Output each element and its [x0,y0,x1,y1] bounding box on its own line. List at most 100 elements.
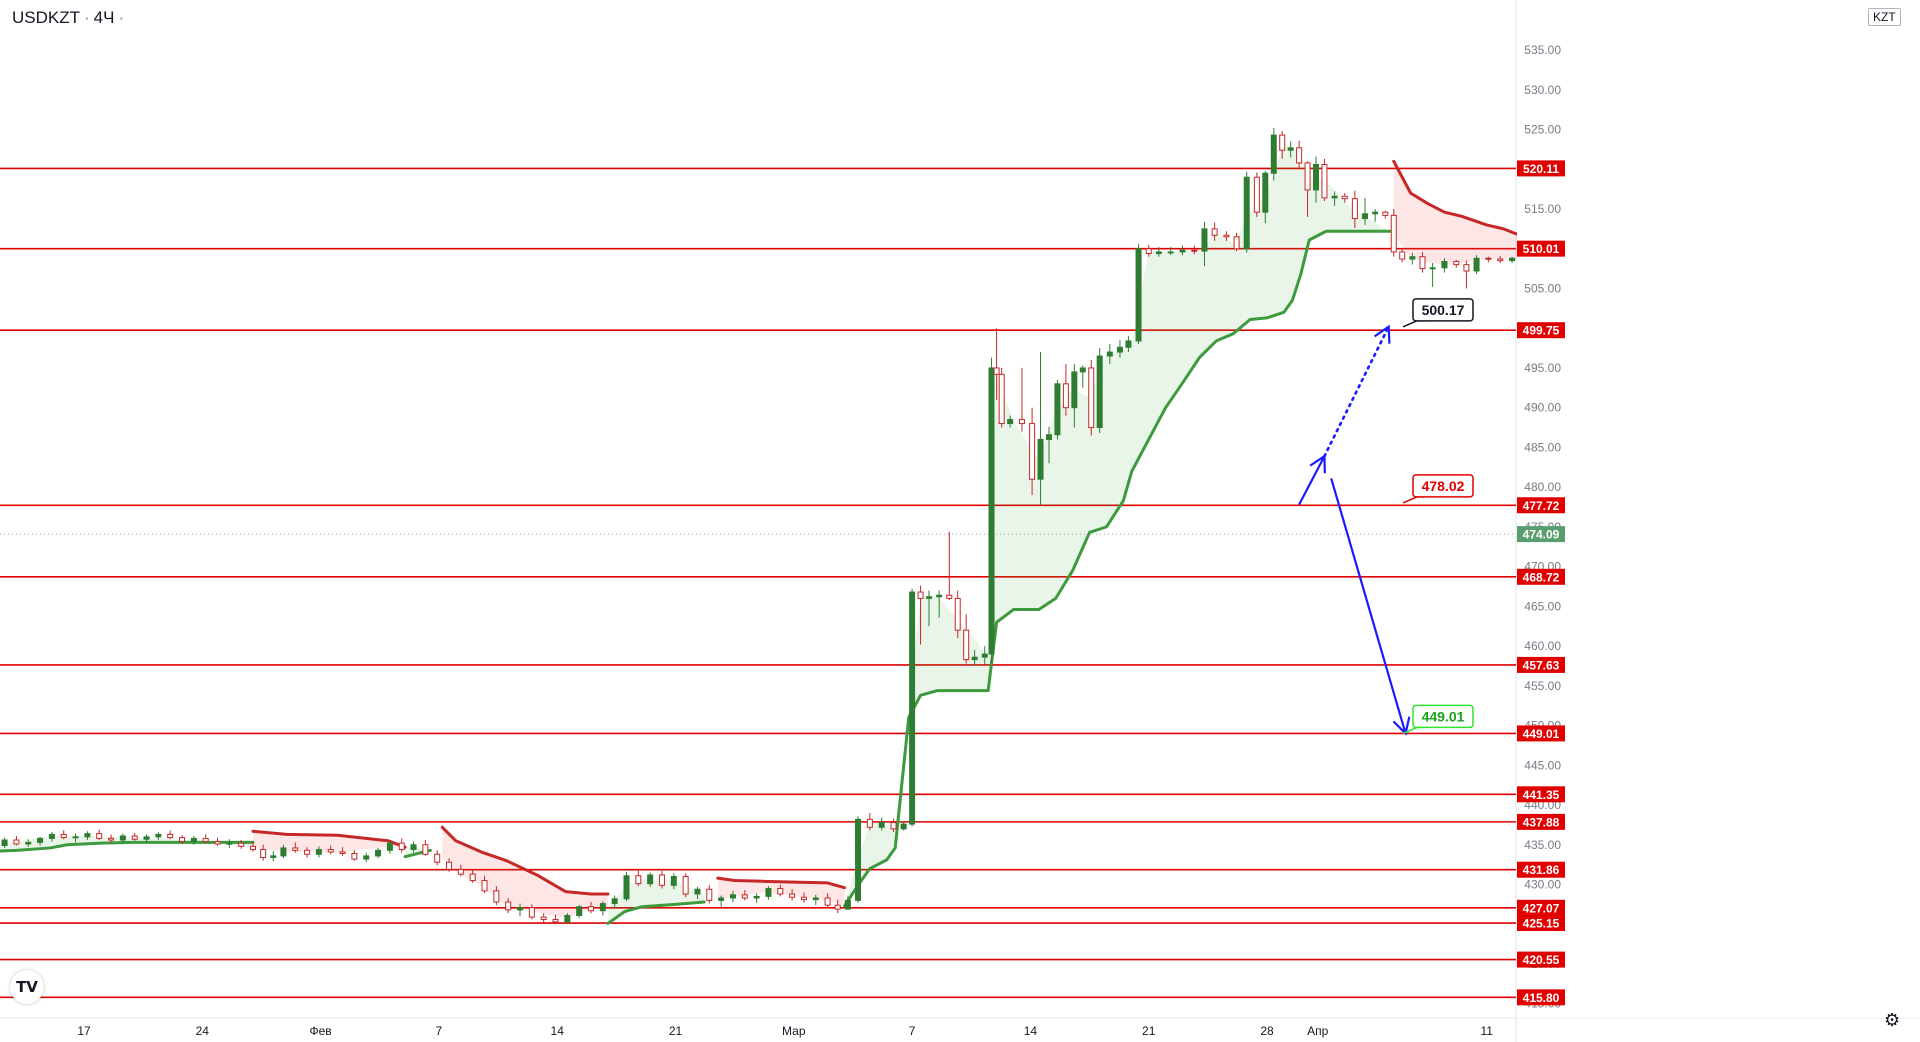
projection-up-solid [1298,455,1326,506]
time-tick-label: 28 [1260,1024,1274,1038]
candle [386,840,393,854]
candle-body [202,837,209,843]
candle [410,841,417,853]
supertrend-down-fill [442,827,608,919]
candle-body [304,849,311,855]
candle-body [789,893,796,898]
projection-down-arrowhead [1392,716,1411,736]
level-tag-bg [1517,989,1565,1006]
candle-body [1045,434,1052,440]
candle-body [635,875,642,885]
candle [108,834,115,844]
candle-body [694,888,701,895]
candle-body [998,373,1005,425]
candle-body [143,836,150,840]
candle [119,833,126,844]
candle [528,904,535,920]
candle-body [599,903,606,912]
candle-body [1419,256,1426,270]
candle-body [1079,367,1086,373]
candle-body [988,367,995,655]
candle [988,357,995,663]
candle-body [1037,438,1044,480]
candle [753,893,760,903]
level-tag-label: 420.55 [1523,953,1560,967]
candle-body [878,822,885,828]
candle-body [386,842,393,851]
candle [694,886,701,899]
price-axis-background [1517,0,1920,1018]
candle-body [505,901,512,911]
time-axis[interactable]: 17 24 Фев 7 14 21 Мар 7 14 21 28 Апр 11 [77,1024,1493,1038]
price-tick-label: 460.00 [1524,639,1561,653]
candle [800,892,807,903]
candle-body [1135,248,1142,342]
settings-gear-icon[interactable]: ⚙ [1884,1010,1901,1031]
candle-body [1362,213,1369,220]
candle [1372,209,1379,222]
candle-body [718,897,725,901]
candle-body [292,847,299,851]
candle [1125,336,1132,353]
candle-body [812,897,819,901]
candle [1463,260,1470,289]
candle [1362,197,1369,225]
candle [1007,415,1014,428]
candle [315,846,322,858]
level-tag-bg [1517,497,1565,514]
candle-body [48,833,55,839]
candle [1037,352,1044,505]
candle [1262,170,1269,224]
tradingview-logo-icon[interactable]: TV [10,970,44,1004]
callout-box [1412,474,1474,498]
candle-body [375,849,382,857]
level-tag-label: 520.11 [1523,162,1559,176]
candle [1509,256,1516,264]
candle [143,834,150,843]
candle-body [552,918,559,923]
candle [765,886,772,900]
candle-body [1125,340,1132,348]
level-price-tag: 468.72 [1517,568,1565,585]
level-tag-label: 457.63 [1523,658,1560,672]
candle [1,837,8,848]
legend-more-icon[interactable]: · [118,8,125,27]
level-tag-bg [1517,786,1565,803]
candle [457,864,464,877]
candle-body [422,844,429,855]
candle [351,850,358,861]
candle-body [647,874,654,885]
candle [179,835,186,844]
candle-body [1062,383,1069,409]
callout-pointer [1402,320,1425,328]
candle-body [729,894,736,899]
candle [834,899,841,914]
price-axis[interactable]: 535.00530.00525.00520.00515.00510.00505.… [1517,0,1920,1018]
candle-body [576,906,583,916]
candle-body [670,876,677,886]
level-tag-label: 427.07 [1523,901,1560,915]
price-tick-label: 530.00 [1524,83,1561,97]
candle [1419,251,1426,273]
price-tick-label: 485.00 [1524,440,1561,454]
candle-body [1304,162,1311,191]
level-price-tag: 431.86 [1517,861,1565,878]
price-callouts: 500.17 478.02 449.01 [1402,298,1474,735]
level-tag-bg [1517,899,1565,916]
candle-body [446,861,453,870]
callout-label: 500.17 [1422,302,1465,318]
price-tick-label: 480.00 [1524,480,1561,494]
candle-body [1211,228,1218,236]
callout-box [1412,298,1474,322]
candle-body [1233,236,1240,250]
currency-button[interactable]: KZT [1868,8,1901,26]
candle [292,842,299,853]
candle [493,886,500,906]
level-price-tag: 415.80 [1517,989,1565,1006]
price-tick-label: 430.00 [1524,877,1561,891]
candle-body [1399,251,1406,260]
candle-body [946,594,953,599]
time-tick-label: 11 [1480,1024,1493,1038]
candle-body [1497,258,1504,262]
